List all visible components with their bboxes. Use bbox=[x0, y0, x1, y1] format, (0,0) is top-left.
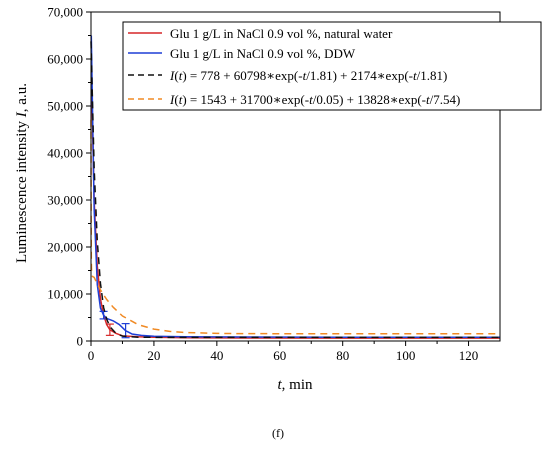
y-tick-label: 20,000 bbox=[47, 240, 83, 255]
legend-label-ddw: Glu 1 g/L in NaCl 0.9 vol %, DDW bbox=[170, 46, 356, 61]
x-tick-label: 100 bbox=[396, 348, 416, 363]
x-tick-label: 20 bbox=[147, 348, 160, 363]
x-axis-title: t, min bbox=[277, 377, 313, 393]
y-tick-label: 0 bbox=[77, 334, 84, 349]
legend-label-natural-water: Glu 1 g/L in NaCl 0.9 vol %, natural wat… bbox=[170, 26, 393, 41]
fit-line-natural-water bbox=[90, 41, 500, 339]
y-tick-label: 60,000 bbox=[47, 52, 83, 67]
x-tick-label: 40 bbox=[210, 348, 223, 363]
panel-caption: (f) bbox=[272, 426, 284, 440]
y-tick-label: 30,000 bbox=[47, 193, 83, 208]
legend-label-fit-ddw: I(t) = 1543 + 31700∗exp(-t/0.05) + 13828… bbox=[169, 92, 460, 107]
x-tick-label: 80 bbox=[336, 348, 349, 363]
y-tick-label: 50,000 bbox=[47, 99, 83, 114]
x-tick-label: 0 bbox=[88, 348, 95, 363]
y-tick-label: 70,000 bbox=[47, 5, 83, 20]
legend-box bbox=[122, 21, 542, 111]
x-tick-label: 60 bbox=[273, 348, 286, 363]
series-line-natural-water bbox=[90, 68, 500, 339]
legend: Glu 1 g/L in NaCl 0.9 vol %, natural wat… bbox=[122, 21, 542, 111]
x-tick-label: 120 bbox=[459, 348, 479, 363]
y-tick-label: 40,000 bbox=[47, 146, 83, 161]
fit-line-ddw bbox=[90, 119, 500, 335]
y-axis-title: Luminescence intensity I, a.u. bbox=[14, 83, 30, 263]
legend-label-fit-natural: I(t) = 778 + 60798∗exp(-t/1.81) + 2174∗e… bbox=[169, 68, 447, 83]
y-tick-label: 10,000 bbox=[47, 287, 83, 302]
